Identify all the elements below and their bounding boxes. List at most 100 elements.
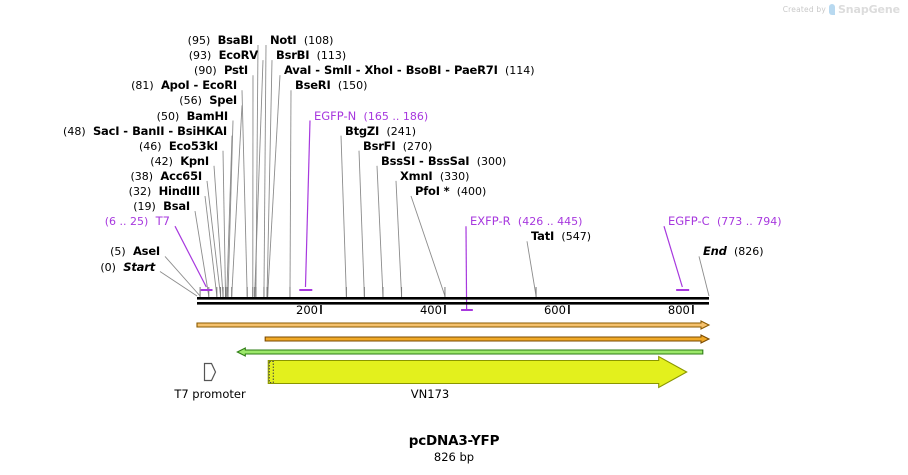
label-names-start: Start — [123, 260, 155, 274]
annotation-label-psti: (90) PstI — [0, 64, 248, 77]
label-position-btgzi: (241) — [386, 124, 417, 138]
snapgene-watermark: Created by SnapGene — [783, 3, 900, 16]
page-title: pcDNA3-YFP — [408, 433, 500, 449]
label-names-bsai: BsaI — [163, 199, 190, 213]
label-name-exfpr-0: EXFP-R — [470, 214, 511, 229]
feature-caption-vn173: VN173 — [410, 387, 450, 401]
cds-start-codon-marker — [268, 361, 274, 383]
label-position-ecorv: (93) — [188, 49, 212, 63]
label-name-bsssi-0: BssSI — [381, 153, 416, 168]
label-position-kpni: (42) — [150, 154, 173, 168]
label-name-btgzi-0: BtgZI — [345, 123, 380, 138]
label-separator: - — [441, 63, 455, 78]
annotation-label-exfpr: EXFP-R (426 .. 445) — [470, 215, 582, 228]
title-block: pcDNA3-YFP 826 bp — [0, 433, 908, 465]
annotation-label-saci: (48) SacI - BanII - BsiHKAI — [0, 125, 227, 138]
label-position-bsssi: (300) — [476, 154, 507, 168]
label-name-bseri-0: BseRI — [295, 78, 331, 93]
annotation-label-bsai: (19) BsaI — [0, 200, 190, 213]
annotation-label-bsrbi: BsrBI (113) — [276, 49, 346, 62]
label-names-xmni: XmnI — [400, 169, 433, 183]
label-position-noti: (108) — [303, 34, 334, 47]
plasmid-size-label: 826 bp — [433, 450, 475, 464]
label-name-bamhi-0: BamHI — [186, 108, 229, 123]
label-names-asei: AseI — [133, 244, 160, 258]
label-name-saci-1: BanII — [132, 123, 165, 138]
label-name-bsabi-0: BsaBI — [217, 33, 254, 47]
label-name-egfpn-0: EGFP-N — [314, 108, 357, 123]
annotation-label-pfoi: PfoI * (400) — [415, 185, 486, 198]
label-name-avai-0: AvaI — [284, 63, 312, 78]
label-names-btgzi: BtgZI — [345, 124, 379, 138]
label-position-t7: (6 .. 25) — [104, 215, 149, 229]
label-name-saci-2: BsiHKAI — [177, 123, 227, 138]
label-name-apoi-1: EcoRI — [202, 78, 237, 93]
label-names-bseri: BseRI — [295, 78, 331, 92]
label-name-saci-0: SacI — [92, 123, 120, 138]
label-separator: - — [189, 78, 203, 93]
annotation-label-avai: AvaI - SmlI - XhoI - BsoBI - PaeR7I (114… — [284, 64, 535, 77]
label-separator: - — [392, 63, 406, 78]
annotation-label-bsrfi: BsrFI (270) — [363, 140, 432, 153]
label-name-eco53ki-0: Eco53kI — [168, 138, 218, 153]
label-name-xmni-0: XmnI — [400, 168, 433, 183]
label-name-asei-0: AseI — [132, 244, 160, 259]
label-name-bsrbi-0: BsrBI — [276, 48, 310, 63]
label-name-hindiii-0: HindIII — [158, 184, 201, 198]
label-name-avai-1: SmlI — [324, 63, 352, 78]
annotation-label-stack: (95) BsaBI NotI (108) (93) EcoRV BsrBI (113… — [0, 33, 782, 274]
label-position-pfoi: (400) — [456, 185, 487, 198]
label-names-bamhi: BamHI — [186, 108, 229, 123]
annotation-label-noti: NotI (108) — [270, 34, 333, 47]
label-separator: - — [415, 153, 428, 168]
annotation-label-xmni: XmnI (330) — [400, 170, 469, 183]
label-position-apoi: (81) — [131, 79, 154, 93]
label-position-bamhi: (50) — [156, 109, 180, 123]
ruler-tick-label-200: 200 — [296, 303, 318, 317]
label-names-egfpc: EGFP-C — [668, 214, 710, 228]
label-name-noti-0: NotI — [270, 33, 297, 47]
label-position-bseri: (150) — [337, 79, 368, 93]
label-name-avai-4: PaeR7I — [454, 63, 498, 78]
label-names-end: End — [703, 244, 727, 258]
orf-arrow-orf3 — [236, 347, 704, 357]
annotation-label-kpni: (42) KpnI — [0, 155, 209, 168]
label-position-hindiii: (32) — [128, 185, 152, 198]
label-position-bsrbi: (113) — [316, 49, 347, 63]
label-names-saci: SacI - BanII - BsiHKAI — [93, 124, 227, 138]
annotation-label-hindiii: (32) HindIII — [0, 184, 201, 198]
label-name-bsssi-1: BssSaI — [427, 153, 470, 168]
label-names-acc65i: Acc65I — [160, 169, 202, 183]
label-position-tati: (547) — [561, 230, 592, 244]
annotation-label-ecorv: (93) EcoRV — [0, 49, 258, 62]
cds-arrow-icon — [267, 355, 688, 389]
label-position-spei: (56) — [179, 94, 202, 108]
label-name-tati-0: TatI — [531, 229, 555, 244]
label-name-egfpc-0: EGFP-C — [668, 214, 710, 229]
label-names-ecorv: EcoRV — [219, 48, 259, 62]
annotation-label-egfpc: EGFP-C (773 .. 794) — [668, 215, 782, 228]
annotation-label-bsabi: (95) BsaBI — [0, 33, 254, 47]
annotation-label-egfpn: EGFP-N (165 .. 186) — [314, 110, 428, 123]
label-name-start-0: Start — [123, 259, 155, 274]
label-names-bsssi: BssSI - BssSaI — [381, 153, 470, 168]
label-position-avai: (114) — [504, 64, 535, 78]
label-position-start: (0) — [100, 260, 116, 274]
label-names-psti: PstI — [224, 63, 248, 77]
label-name-spei-0: SpeI — [209, 93, 237, 108]
label-name-avai-2: XhoI — [364, 63, 393, 78]
label-names-bsrbi: BsrBI — [276, 48, 310, 63]
annotation-label-spei: (56) SpeI — [0, 94, 237, 107]
label-names-t7: T7 — [156, 214, 170, 228]
ruler-tick-label-400: 400 — [420, 303, 442, 317]
feature-caption-t7-promoter: T7 promoter — [174, 387, 246, 401]
annotation-label-eco53ki: (46) Eco53kI — [0, 140, 218, 153]
label-names-pfoi: PfoI * — [415, 184, 450, 198]
label-position-asei: (5) — [110, 245, 126, 259]
orf-arrow-orf1 — [196, 320, 711, 330]
annotation-label-bsssi: BssSI - BssSaI (300) — [381, 155, 506, 168]
label-separator: - — [351, 63, 365, 78]
label-name-pfoi-0: PfoI * — [415, 184, 450, 198]
label-position-bsrfi: (270) — [402, 139, 433, 153]
